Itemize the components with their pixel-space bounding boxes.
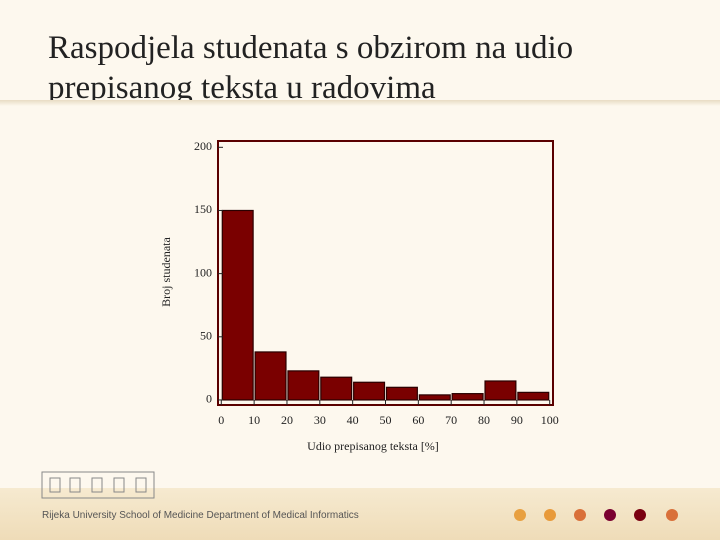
x-tick-label: 40 (347, 413, 359, 427)
x-tick-label: 80 (478, 413, 490, 427)
bar (320, 376, 353, 401)
title-underline (0, 100, 720, 106)
x-tick-label: 0 (218, 413, 224, 427)
bar (353, 381, 386, 401)
bar (517, 391, 550, 401)
dot (514, 509, 526, 521)
bar (418, 394, 451, 401)
bar (385, 386, 418, 401)
x-tick-label: 10 (248, 413, 260, 427)
slide-title: Raspodjela studenata s obzirom na udio p… (48, 30, 574, 106)
x-tick-label: 100 (541, 413, 559, 427)
dot (544, 509, 556, 521)
dot (666, 509, 678, 521)
y-tick-label: 200 (194, 139, 212, 153)
dot (634, 509, 646, 521)
logo (41, 471, 155, 499)
x-tick-label: 50 (380, 413, 392, 427)
footer-text: Rijeka University School of Medicine Dep… (42, 510, 359, 521)
dot (604, 509, 616, 521)
bar (484, 380, 517, 401)
y-tick-label: 150 (194, 202, 212, 216)
x-tick-label: 30 (314, 413, 326, 427)
x-tick-label: 90 (511, 413, 523, 427)
y-tick-label: 0 (206, 392, 212, 406)
bar (287, 370, 320, 401)
x-tick-label: 20 (281, 413, 293, 427)
x-tick-label: 60 (412, 413, 424, 427)
dot (574, 509, 586, 521)
bar (221, 209, 254, 401)
x-tick-label: 70 (445, 413, 457, 427)
y-tick-label: 100 (194, 265, 212, 279)
y-axis-label: Broj studenata (159, 237, 173, 307)
x-axis-label: Udio prepisanog teksta [%] (307, 439, 439, 453)
footer-band (0, 488, 720, 540)
y-tick-label: 50 (200, 329, 212, 343)
bar (451, 393, 484, 401)
bar (254, 351, 287, 401)
